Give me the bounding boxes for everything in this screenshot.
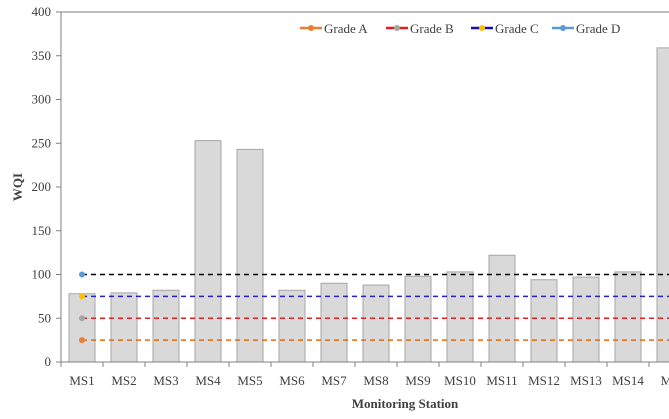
y-tick-label: 0 [45, 354, 52, 369]
x-tick-label: MS6 [279, 373, 305, 388]
legend-label-grade-a: Grade A [324, 21, 368, 36]
threshold-marker-grade-d [79, 271, 85, 278]
y-tick-label: 50 [38, 310, 51, 325]
threshold-marker-grade-b [79, 315, 85, 322]
bar-MS14 [614, 271, 642, 363]
x-tick-label: MS3 [153, 373, 178, 388]
bar-MS9 [404, 275, 432, 363]
x-tick-label: MS12 [528, 373, 560, 388]
y-tick-label: 300 [32, 92, 52, 107]
bar-MS1 [68, 293, 96, 363]
x-tick-label: MS [661, 373, 669, 388]
bar-MS12 [530, 279, 558, 363]
bar-MS5 [236, 148, 264, 363]
bar-MS11 [488, 254, 516, 363]
x-tick-label: MS10 [444, 373, 476, 388]
bar-MS7 [320, 282, 348, 363]
bar-MS4 [194, 140, 222, 363]
legend-marker-grade-a [308, 25, 314, 31]
x-axis-title: Monitoring Station [352, 396, 459, 411]
legend-marker-grade-c [479, 25, 485, 31]
bar-MS2 [110, 292, 138, 363]
threshold-lines [79, 271, 669, 344]
bar-MS15 [656, 47, 669, 363]
x-tick-label: MS11 [486, 373, 517, 388]
y-tick-label: 100 [32, 267, 52, 282]
x-tick-label: MS2 [111, 373, 136, 388]
x-tick-label: MS8 [363, 373, 388, 388]
x-tick-label: MS13 [570, 373, 602, 388]
legend-label-grade-d: Grade D [576, 21, 620, 36]
y-tick-label: 400 [32, 4, 52, 19]
legend-label-grade-c: Grade C [495, 21, 539, 36]
legend-label-grade-b: Grade B [410, 21, 454, 36]
y-tick-label: 250 [32, 135, 52, 150]
x-tick-label: MS4 [195, 373, 221, 388]
x-tick-labels: MS1 MS2 MS3 MS4 MS5 MS6 MS7 MS8 MS9 MS10 MS11 MS12 M… [60, 362, 669, 388]
x-tick-label: MS14 [612, 373, 644, 388]
y-tick-labels: 0 50 100 150 200 250 300 350 400 [32, 4, 61, 369]
bar-MS10 [446, 271, 474, 363]
legend-marker-grade-b [394, 25, 400, 31]
y-tick-label: 200 [32, 179, 52, 194]
x-tick-label: MS1 [69, 373, 94, 388]
threshold-marker-grade-c [79, 293, 85, 300]
x-tick-label: MS5 [237, 373, 262, 388]
legend: Grade A Grade B Grade C Grade D [300, 21, 620, 36]
bar-MS13 [572, 276, 600, 363]
y-tick-label: 350 [32, 48, 52, 63]
bar-MS3 [152, 289, 180, 363]
threshold-marker-grade-a [79, 337, 85, 344]
y-tick-label: 150 [32, 223, 52, 238]
legend-marker-grade-d [560, 25, 566, 31]
bars-layer [68, 47, 669, 363]
bar-MS8 [362, 284, 390, 363]
bar-MS6 [278, 289, 306, 363]
y-axis-title: WQI [10, 173, 25, 201]
x-tick-label: MS7 [321, 373, 347, 388]
x-tick-label: MS9 [405, 373, 430, 388]
